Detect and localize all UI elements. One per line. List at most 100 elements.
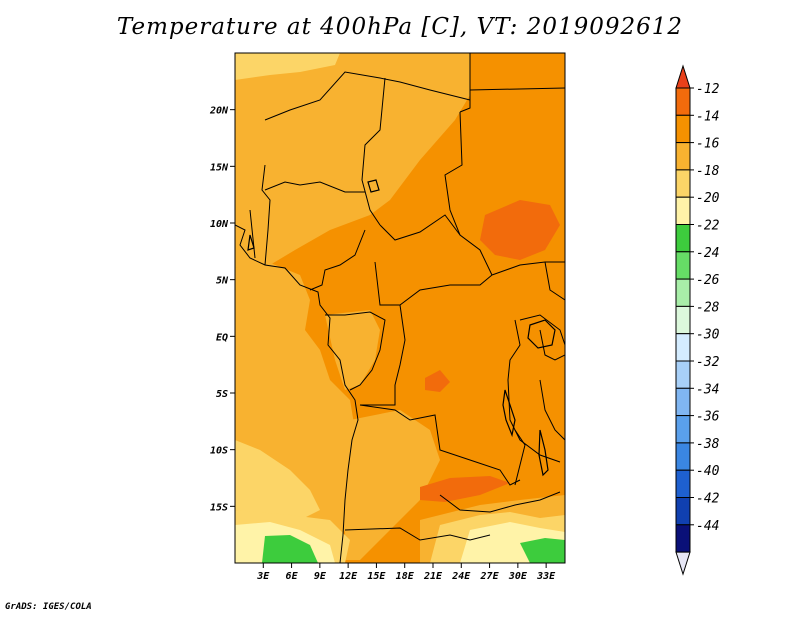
border-north-1 xyxy=(264,71,471,121)
lon-tick-label: 15E xyxy=(367,571,386,582)
field-band-southwest-green xyxy=(262,535,318,563)
colorbar-label: -12 xyxy=(696,82,720,97)
border-nigeria xyxy=(264,181,365,193)
lake-malawi xyxy=(538,429,549,477)
lakes xyxy=(247,179,556,477)
colorbar-swatch xyxy=(675,169,691,198)
colorbar-label: -14 xyxy=(696,109,719,124)
field-band-west xyxy=(235,53,470,268)
colorbar-label: -36 xyxy=(696,410,720,425)
border-car-south xyxy=(374,261,493,306)
lat-tick-label: 5N xyxy=(216,276,229,287)
colorbar-swatch xyxy=(675,524,691,553)
colorbar-label: -22 xyxy=(696,219,720,234)
map-title: Temperature at 400hPa [C], VT: 201909261… xyxy=(116,14,684,40)
colorbar-label: -18 xyxy=(696,164,720,179)
lat-tick-label: 15N xyxy=(210,162,229,173)
colorbar-label: -38 xyxy=(696,437,720,452)
border-cameroon xyxy=(309,229,366,291)
colorbar-swatch xyxy=(675,142,691,171)
field-band-south xyxy=(345,410,440,560)
colorbar-label: -42 xyxy=(696,492,720,507)
lon-tick-label: 21E xyxy=(423,571,443,582)
field-band-north-yellow xyxy=(235,53,340,80)
colorbar-label: -20 xyxy=(696,191,720,206)
lon-tick-label: 6E xyxy=(286,571,299,582)
lon-tick-label: 27E xyxy=(480,571,500,582)
colorbar-swatch xyxy=(675,497,691,526)
longitude-axis: 3E 6E 9E 12E 15E 18E 21E 24E 27E 30E 33E xyxy=(256,563,556,582)
colorbar-label: -44 xyxy=(696,519,719,534)
field-band-center-warm xyxy=(425,370,450,392)
border-sudan-south xyxy=(491,261,565,276)
lake-chad xyxy=(367,179,380,193)
colorbar-swatch xyxy=(675,278,691,307)
colorbar-label: -40 xyxy=(696,464,720,479)
lon-tick-label: 33E xyxy=(536,571,556,582)
lat-tick-label: EQ xyxy=(216,332,228,343)
border-angola-south xyxy=(344,527,491,541)
field-band-east-warm xyxy=(480,200,560,260)
field-band-south-warm xyxy=(420,476,510,502)
lake-volta xyxy=(247,234,255,251)
field-band-congo-west xyxy=(325,310,380,390)
lon-tick-label: 3E xyxy=(256,571,270,582)
border-niger-benin xyxy=(261,164,271,266)
colorbar-label: -28 xyxy=(696,300,720,315)
coastline-west xyxy=(235,224,359,563)
border-chad-west xyxy=(361,77,386,226)
border-ethiopia xyxy=(544,261,565,301)
lake-victoria xyxy=(527,319,556,349)
colorbar-swatch xyxy=(675,114,691,144)
colorbar-label: -16 xyxy=(696,137,720,152)
latitude-axis: 20N 15N 10N 5N EQ 5S 10S 15S xyxy=(209,106,235,513)
border-congo xyxy=(325,311,386,391)
lat-tick-label: 10N xyxy=(210,219,229,230)
colorbar-swatch xyxy=(675,360,691,389)
lon-tick-label: 9E xyxy=(314,571,327,582)
grads-credit: GrADS: IGES/COLA xyxy=(5,602,92,612)
colorbar: -12 -14 -16 -18 -20 -22 -24 -26 -28 -30 -32 -34 -36 -… xyxy=(675,64,720,576)
border-tanzania xyxy=(539,379,565,441)
colorbar-swatch xyxy=(675,251,691,280)
colorbar-swatch xyxy=(675,415,691,444)
lat-tick-label: 15S xyxy=(210,502,228,513)
colorbar-label: -34 xyxy=(696,382,719,397)
colorbar-swatch xyxy=(675,224,691,253)
lon-tick-label: 30E xyxy=(508,571,528,582)
lon-tick-label: 12E xyxy=(339,571,358,582)
colorbar-swatch xyxy=(675,469,691,499)
border-chad-east xyxy=(444,111,493,276)
border-uganda xyxy=(519,314,565,346)
lat-tick-label: 20N xyxy=(209,106,229,117)
colorbar-swatch xyxy=(675,196,691,225)
colorbar-label: -24 xyxy=(696,246,719,261)
colorbar-swatch xyxy=(675,442,691,471)
country-borders xyxy=(235,53,565,563)
lake-tanganyika xyxy=(502,389,516,438)
colorbar-bottom-arrow xyxy=(675,551,691,576)
border-drc-west xyxy=(360,304,406,406)
border-drc-east xyxy=(507,319,561,463)
border-north-2 xyxy=(459,53,471,113)
colorbar-top-arrow xyxy=(675,64,691,89)
map-frame xyxy=(234,52,566,564)
border-east-lakes xyxy=(514,429,526,486)
field-band-southeast-green xyxy=(520,538,565,563)
border-zambia xyxy=(439,491,561,513)
border-car xyxy=(379,214,461,241)
lat-tick-label: 5S xyxy=(216,389,228,400)
lon-tick-label: 18E xyxy=(396,571,415,582)
colorbar-swatch xyxy=(675,305,691,335)
colorbar-label: -32 xyxy=(696,355,720,370)
border-benin-togo xyxy=(249,209,256,259)
border-angola xyxy=(359,404,521,486)
colorbar-swatch xyxy=(675,87,691,116)
colorbar-label: -30 xyxy=(696,328,720,343)
border-north-3 xyxy=(469,87,565,91)
colorbar-swatch xyxy=(675,333,691,362)
lat-tick-label: 10S xyxy=(210,446,228,457)
border-kenya xyxy=(539,329,565,361)
colorbar-swatch xyxy=(675,387,691,417)
